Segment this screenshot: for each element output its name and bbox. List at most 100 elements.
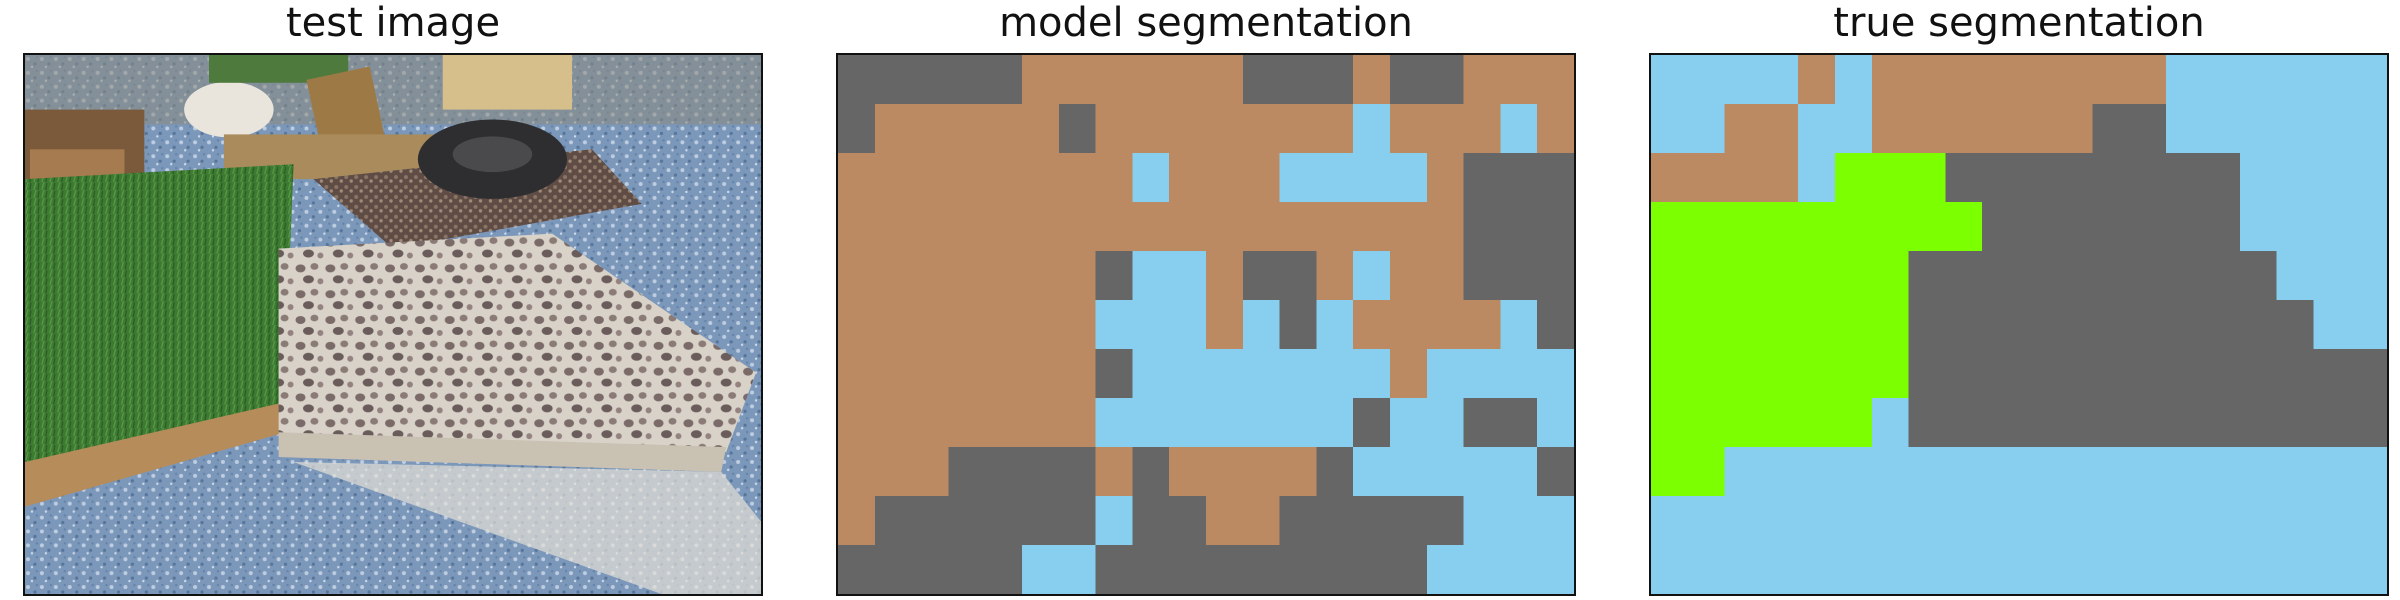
model-segmentation-cell <box>1279 447 1318 497</box>
true-segmentation-map <box>1651 55 2387 594</box>
true-segmentation-cell <box>2239 398 2278 448</box>
true-segmentation-cell <box>1835 349 1873 399</box>
true-segmentation-cell <box>1687 153 1726 203</box>
model-segmentation-cell <box>1022 545 1060 594</box>
model-segmentation-cell <box>1500 202 1538 252</box>
model-segmentation-cell <box>948 447 986 497</box>
true-segmentation-cell <box>2055 55 2094 105</box>
model-segmentation-cell <box>1058 104 1097 154</box>
true-segmentation-cell <box>2092 496 2131 546</box>
model-segmentation-cell <box>1390 251 1428 301</box>
model-segmentation-cell <box>1242 202 1281 252</box>
true-segmentation-cell <box>1651 55 1689 105</box>
true-segmentation-cell <box>2313 104 2351 154</box>
model-segmentation-cell <box>1537 153 1574 203</box>
true-segmentation-cell <box>2313 202 2351 252</box>
true-segmentation-cell <box>2166 398 2204 448</box>
true-segmentation-cell <box>2019 447 2057 497</box>
model-segmentation-cell <box>1242 545 1281 594</box>
model-segmentation-cell <box>1095 251 1134 301</box>
model-segmentation-cell <box>1058 447 1097 497</box>
true-segmentation-cell <box>2350 153 2387 203</box>
true-segmentation-cell <box>1651 104 1689 154</box>
true-segmentation-cell <box>2092 447 2131 497</box>
model-segmentation-cell <box>911 496 950 546</box>
true-segmentation-cell <box>1724 251 1763 301</box>
model-segmentation-cell <box>1353 104 1391 154</box>
model-segmentation-cell <box>1132 545 1170 594</box>
model-segmentation-cell <box>1463 55 1502 105</box>
model-segmentation-cell <box>1095 202 1134 252</box>
true-segmentation-cell <box>2239 300 2278 350</box>
model-segmentation-cell <box>1426 349 1465 399</box>
model-segmentation-cell <box>1426 496 1465 546</box>
model-segmentation-cell <box>948 251 986 301</box>
true-segmentation-cell <box>2129 202 2167 252</box>
true-segmentation-cell <box>2203 398 2241 448</box>
true-segmentation-cell <box>2203 153 2241 203</box>
model-segmentation-cell <box>911 104 950 154</box>
true-segmentation-cell <box>2203 496 2241 546</box>
model-segmentation-cell <box>985 545 1023 594</box>
model-segmentation-cell <box>1537 349 1574 399</box>
model-segmentation-cell <box>911 55 950 105</box>
model-segmentation-cell <box>874 447 913 497</box>
model-segmentation-cell <box>911 545 950 594</box>
model-segmentation-cell <box>1058 55 1097 105</box>
true-segmentation-cell <box>1982 55 2020 105</box>
model-segmentation-cell <box>911 202 950 252</box>
model-segmentation-cell <box>1206 153 1244 203</box>
model-segmentation-cell <box>985 55 1023 105</box>
model-segmentation-cell <box>1242 153 1281 203</box>
model-segmentation-cell <box>874 398 913 448</box>
model-segmentation-cell <box>1058 202 1097 252</box>
model-segmentation-panel: model segmentation <box>836 0 1576 600</box>
true-segmentation-cell <box>1871 398 1910 448</box>
model-segmentation-cell <box>985 496 1023 546</box>
model-segmentation-cell <box>1537 300 1574 350</box>
true-segmentation-cell <box>1651 300 1689 350</box>
true-segmentation-cell <box>1798 55 1836 105</box>
true-segmentation-cell <box>2019 104 2057 154</box>
true-segmentation-cell <box>2313 398 2351 448</box>
true-segmentation-cell <box>2203 202 2241 252</box>
true-segmentation-cell <box>1798 202 1836 252</box>
true-segmentation-cell <box>1908 349 1947 399</box>
true-segmentation-cell <box>1687 349 1726 399</box>
model-segmentation-cell <box>874 251 913 301</box>
model-segmentation-cell <box>874 349 913 399</box>
model-segmentation-cell <box>1353 251 1391 301</box>
true-segmentation-cell <box>2019 251 2057 301</box>
model-segmentation-cell <box>911 153 950 203</box>
true-segmentation-cell <box>2276 104 2315 154</box>
true-segmentation-cell <box>2313 300 2351 350</box>
true-segmentation-cell <box>2350 496 2387 546</box>
true-segmentation-cell <box>2350 545 2387 594</box>
true-segmentation-cell <box>2239 202 2278 252</box>
model-segmentation-cell <box>1169 349 1207 399</box>
true-segmentation-cell <box>1871 153 1910 203</box>
true-segmentation-cell <box>2313 496 2351 546</box>
true-segmentation-cell <box>1761 349 1799 399</box>
model-segmentation-cell <box>1353 545 1391 594</box>
true-segmentation-cell <box>2239 104 2278 154</box>
model-segmentation-cell <box>1353 55 1391 105</box>
true-segmentation-cell <box>1761 496 1799 546</box>
true-segmentation-cell <box>1687 447 1726 497</box>
true-segmentation-cell <box>2055 496 2094 546</box>
true-segmentation-cell <box>1798 153 1836 203</box>
model-segmentation-cell <box>1206 251 1244 301</box>
true-segmentation-cell <box>1871 202 1910 252</box>
test-photo <box>25 55 761 594</box>
model-segmentation-cell <box>1206 447 1244 497</box>
model-segmentation-cell <box>1095 545 1134 594</box>
true-segmentation-cell <box>2239 55 2278 105</box>
true-segmentation-cell <box>2092 104 2131 154</box>
model-segmentation-cell <box>838 300 876 350</box>
true-segmentation-cell <box>1982 104 2020 154</box>
model-segmentation-cell <box>1426 398 1465 448</box>
true-segmentation-cell <box>1651 202 1689 252</box>
true-segmentation-cell <box>1687 202 1726 252</box>
model-segmentation-cell <box>1390 55 1428 105</box>
true-segmentation-panel: true segmentation <box>1649 0 2389 600</box>
